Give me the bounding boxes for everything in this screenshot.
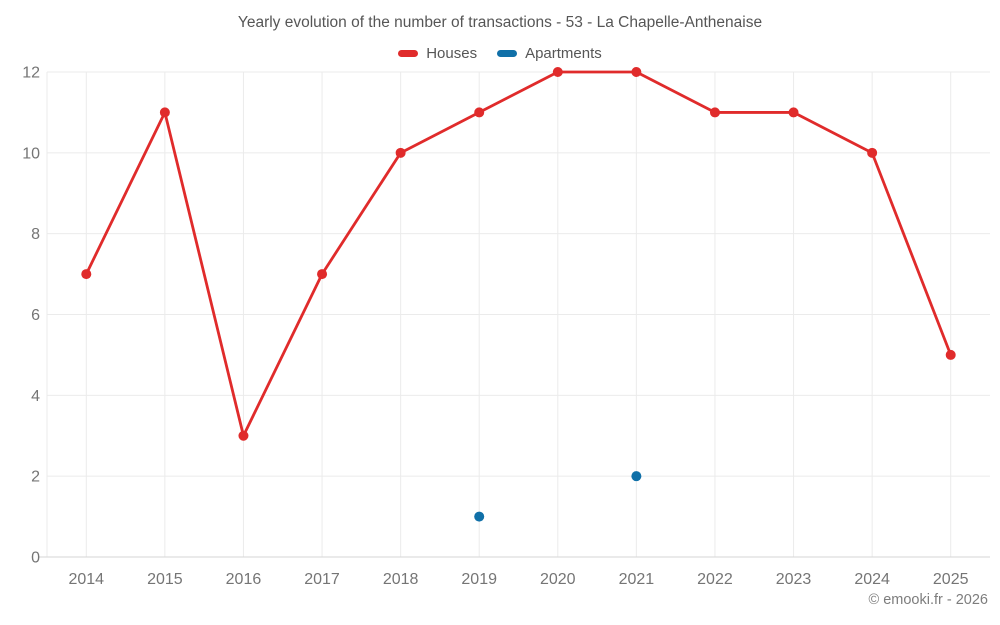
houses-series-swatch-icon <box>398 50 419 57</box>
legend-label-apartments: Apartments <box>525 45 602 62</box>
series-line-houses <box>84 70 953 438</box>
data-point-houses-2017[interactable] <box>317 269 328 280</box>
data-point-houses-2014[interactable] <box>81 269 92 280</box>
x-tick-label-2024: 2024 <box>854 571 890 588</box>
y-tick-label-8: 8 <box>31 226 40 243</box>
data-point-houses-2024[interactable] <box>867 147 878 158</box>
data-point-houses-2022[interactable] <box>709 107 720 118</box>
data-point-houses-2015[interactable] <box>159 107 170 118</box>
x-tick-label-2021: 2021 <box>619 571 655 588</box>
legend: Houses Apartments <box>0 45 1000 62</box>
x-tick-label-2022: 2022 <box>697 571 733 588</box>
y-tick-label-0: 0 <box>31 550 40 567</box>
y-tick-label-12: 12 <box>22 65 40 82</box>
x-tick-label-2023: 2023 <box>776 571 812 588</box>
x-tick-label-2017: 2017 <box>304 571 340 588</box>
y-tick-label-6: 6 <box>31 307 40 324</box>
data-point-houses-2025[interactable] <box>945 349 956 360</box>
copyright-credit: © emooki.fr - 2026 <box>868 592 988 608</box>
y-tick-label-2: 2 <box>31 469 40 486</box>
y-tick-label-4: 4 <box>31 388 40 405</box>
data-point-apartments-2019[interactable] <box>474 511 485 522</box>
data-point-houses-2018[interactable] <box>395 147 406 158</box>
legend-item-apartments[interactable]: Apartments <box>497 45 602 62</box>
x-tick-label-2015: 2015 <box>147 571 183 588</box>
data-point-apartments-2021[interactable] <box>631 471 642 482</box>
y-tick-label-10: 10 <box>22 145 40 162</box>
apartments-series-swatch-icon <box>497 50 518 57</box>
x-tick-label-2018: 2018 <box>383 571 419 588</box>
data-point-houses-2023[interactable] <box>788 107 799 118</box>
x-tick-label-2016: 2016 <box>226 571 262 588</box>
x-tick-label-2019: 2019 <box>461 571 497 588</box>
data-point-houses-2019[interactable] <box>474 107 485 118</box>
x-tick-label-2014: 2014 <box>68 571 104 588</box>
x-tick-label-2025: 2025 <box>933 571 969 588</box>
legend-label-houses: Houses <box>426 45 478 62</box>
chart-title: Yearly evolution of the number of transa… <box>237 14 763 31</box>
data-point-houses-2016[interactable] <box>238 430 249 441</box>
x-tick-label-2020: 2020 <box>540 571 576 588</box>
legend-item-houses[interactable]: Houses <box>398 45 477 62</box>
data-point-houses-2021[interactable] <box>631 67 642 77</box>
data-point-houses-2020[interactable] <box>552 67 563 77</box>
